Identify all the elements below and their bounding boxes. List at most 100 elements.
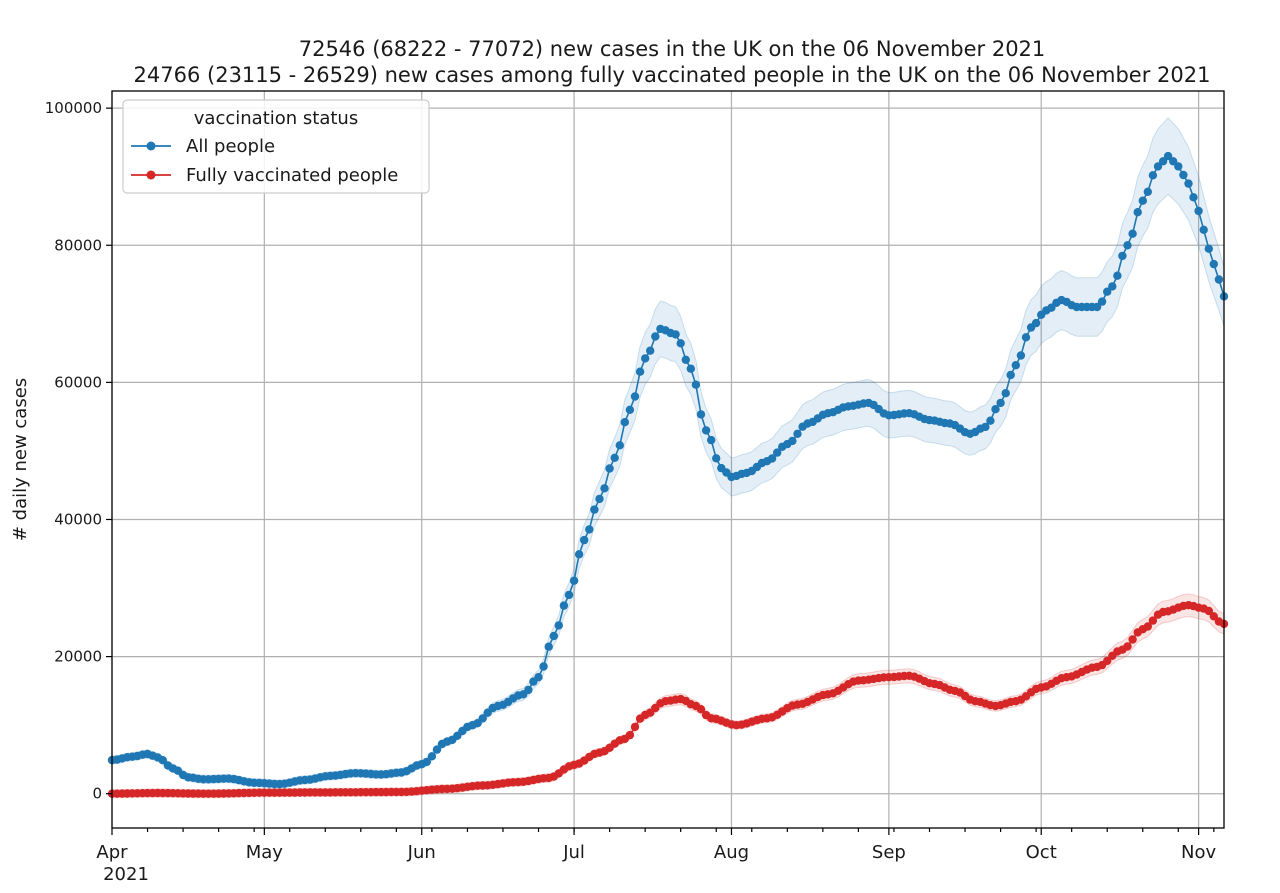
data-point xyxy=(564,590,574,600)
data-point xyxy=(1179,170,1188,180)
data-point xyxy=(1158,157,1168,166)
data-point xyxy=(630,722,640,732)
data-point xyxy=(1128,229,1137,238)
data-point xyxy=(1031,318,1041,328)
data-point xyxy=(595,494,604,504)
x-tick-label: Oct xyxy=(1026,842,1057,863)
data-point xyxy=(539,662,548,671)
x-tick-sublabel: 2021 xyxy=(103,864,149,885)
data-point xyxy=(615,441,624,450)
series-layer xyxy=(107,151,1229,798)
data-point xyxy=(773,448,782,457)
legend-title: vaccination status xyxy=(194,108,358,129)
data-point xyxy=(1138,196,1148,205)
chart-title-line-2: 24766 (23115 - 26529) new cases among fu… xyxy=(134,63,1211,87)
data-point xyxy=(422,757,431,767)
legend-items: All people Fully vaccinated people xyxy=(131,136,398,186)
data-point xyxy=(620,418,629,427)
x-tick-label: Apr xyxy=(96,842,128,863)
data-point xyxy=(1123,241,1132,250)
data-point xyxy=(585,525,594,534)
data-point xyxy=(712,454,721,463)
chart-title-line-1: 72546 (68222 - 77072) new cases in the U… xyxy=(299,37,1046,61)
data-point xyxy=(681,355,690,364)
data-point xyxy=(1174,162,1183,171)
data-point xyxy=(574,550,584,559)
y-tick-label: 40000 xyxy=(54,510,102,528)
chart-title: 72546 (68222 - 77072) new cases in the U… xyxy=(134,37,1211,87)
y-axis-label: # daily new cases xyxy=(10,378,31,541)
data-point xyxy=(1143,622,1153,631)
y-tick-label: 100000 xyxy=(45,99,102,117)
data-point xyxy=(676,339,685,348)
data-point xyxy=(981,422,990,432)
data-point xyxy=(646,346,655,355)
data-point xyxy=(1128,635,1137,644)
data-point xyxy=(1097,297,1107,306)
data-point xyxy=(569,576,579,585)
data-point xyxy=(1214,275,1224,284)
data-point xyxy=(641,354,650,363)
data-point xyxy=(1209,612,1219,621)
data-point xyxy=(549,631,558,641)
data-point xyxy=(691,380,701,389)
data-point xyxy=(1199,225,1208,234)
data-point xyxy=(1148,171,1158,180)
x-tick-label: May xyxy=(246,842,284,863)
data-point xyxy=(671,330,680,339)
series-markers-1 xyxy=(107,601,1229,798)
data-point xyxy=(1103,656,1112,666)
data-point xyxy=(1021,333,1031,342)
data-point xyxy=(1153,162,1163,171)
data-point xyxy=(793,429,802,438)
data-point xyxy=(1189,193,1198,202)
data-point xyxy=(625,730,635,740)
data-point xyxy=(1169,157,1178,166)
y-tick-label: 60000 xyxy=(54,373,102,391)
data-point xyxy=(600,484,609,493)
data-point xyxy=(1108,282,1117,291)
legend-box xyxy=(122,99,430,194)
legend-label: Fully vaccinated people xyxy=(186,165,398,186)
data-point xyxy=(986,416,995,425)
data-point xyxy=(534,673,543,682)
data-point xyxy=(630,392,640,401)
data-point xyxy=(1148,616,1158,625)
data-point xyxy=(1006,370,1015,380)
x-tick-label: Aug xyxy=(714,842,749,863)
data-point xyxy=(696,410,706,419)
legend-marker xyxy=(146,170,156,180)
data-point xyxy=(991,405,1000,414)
data-point xyxy=(767,454,777,463)
data-point xyxy=(1103,287,1112,296)
data-point xyxy=(158,756,167,765)
data-point xyxy=(427,752,437,761)
data-point xyxy=(1118,251,1127,261)
legend: vaccination status All people Fully vacci… xyxy=(122,99,430,194)
series-line-0 xyxy=(111,154,1225,785)
y-tick-label: 0 xyxy=(92,785,102,803)
grid-layer xyxy=(111,91,1224,828)
data-point xyxy=(1123,642,1132,651)
data-point xyxy=(1092,302,1102,312)
series-markers-0 xyxy=(107,151,1229,789)
x-tick-label: Nov xyxy=(1181,842,1216,863)
data-point xyxy=(1113,271,1122,280)
data-point xyxy=(559,601,569,610)
y-axis: 0 20000 40000 60000 80000 100000 xyxy=(45,99,112,803)
x-tick-label: Jun xyxy=(407,842,436,863)
data-point xyxy=(524,685,533,695)
data-point xyxy=(788,436,797,446)
data-point xyxy=(554,621,563,630)
data-point xyxy=(1016,351,1026,360)
data-point xyxy=(707,435,716,445)
plot-frame xyxy=(111,90,1225,829)
data-point xyxy=(701,426,711,435)
legend-label: All people xyxy=(186,136,275,157)
data-point xyxy=(1194,206,1203,216)
data-point xyxy=(686,364,695,373)
data-point xyxy=(696,705,706,714)
data-point xyxy=(1184,179,1193,188)
